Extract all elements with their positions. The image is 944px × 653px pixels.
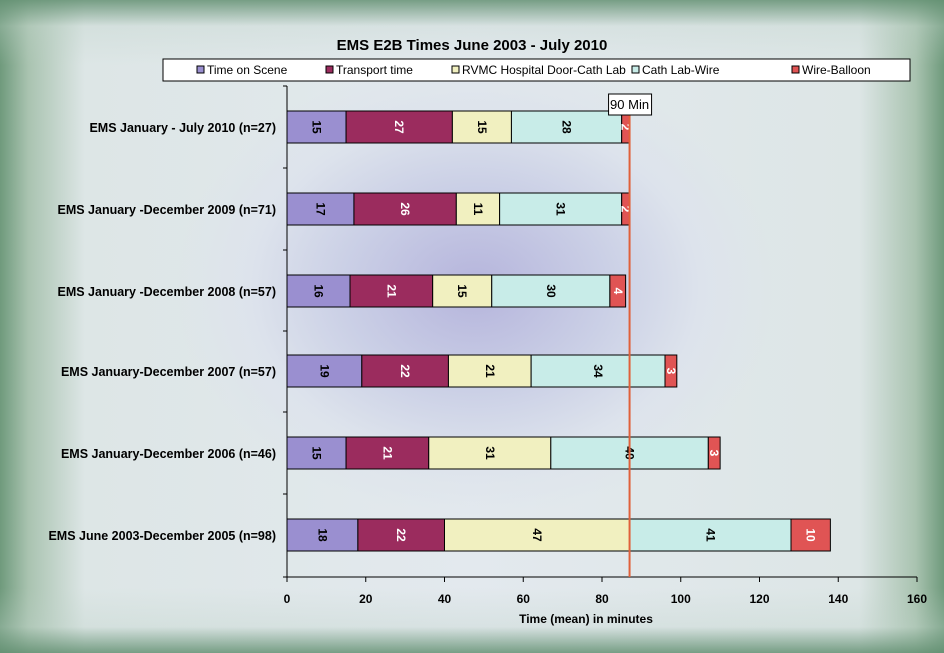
bar-segment-r2-4 xyxy=(499,192,623,226)
bar-segment-r3-4 xyxy=(491,274,611,308)
reference-line-label-box xyxy=(608,93,653,116)
data-label-r2-5: 2 xyxy=(619,206,633,213)
data-label-r1-3: 15 xyxy=(475,120,489,134)
legend-label-4: Cath Lab-Wire xyxy=(642,63,720,77)
data-label-r4-1: 19 xyxy=(317,364,331,378)
bar-segment-r4-3 xyxy=(447,354,532,388)
x-tick-label-8: 140 xyxy=(828,592,848,606)
data-label-r5-3: 31 xyxy=(483,446,497,460)
data-label-r2-3: 11 xyxy=(471,203,485,216)
bar-segment-r4-4 xyxy=(530,354,666,388)
bar-segment-r5-2 xyxy=(345,436,430,470)
x-axis-label: Time (mean) in minutes xyxy=(519,612,653,626)
data-label-r3-3: 15 xyxy=(455,284,469,298)
legend-swatch-4 xyxy=(631,65,640,74)
bar-segment-r6-1 xyxy=(286,518,359,552)
legend-swatch-1 xyxy=(196,65,205,74)
bar-segment-r5-1 xyxy=(286,436,347,470)
bar-segment-r1-4 xyxy=(510,110,623,144)
bar-segment-r5-5 xyxy=(707,436,721,470)
legend-swatch-2 xyxy=(325,65,334,74)
category-label-5: EMS January-December 2006 (n=46) xyxy=(61,447,276,461)
category-label-1: EMS January - July 2010 (n=27) xyxy=(89,121,276,135)
legend-swatch-5 xyxy=(791,65,800,74)
bar-segment-r2-2 xyxy=(353,192,457,226)
category-label-4: EMS January-December 2007 (n=57) xyxy=(61,365,276,379)
legend-box xyxy=(162,58,911,82)
data-label-r6-2: 22 xyxy=(394,528,408,542)
bar-segment-r3-2 xyxy=(349,274,434,308)
x-tick-label-7: 120 xyxy=(749,592,769,606)
bar-segment-r4-5 xyxy=(664,354,678,388)
data-label-r4-3: 21 xyxy=(483,364,497,378)
data-label-r3-2: 21 xyxy=(384,284,398,298)
data-label-r5-2: 21 xyxy=(380,446,394,460)
data-label-r2-4: 31 xyxy=(554,202,568,216)
bar-segment-r1-3 xyxy=(451,110,512,144)
x-tick-label-5: 80 xyxy=(595,592,609,606)
data-label-r6-4: 41 xyxy=(703,528,717,542)
data-label-r1-5: 2 xyxy=(619,124,633,131)
data-label-r2-1: 17 xyxy=(313,202,327,216)
bar-segment-r3-5 xyxy=(609,274,627,308)
bar-segment-r3-1 xyxy=(286,274,351,308)
data-label-r4-2: 22 xyxy=(398,364,412,378)
data-label-r4-5: 3 xyxy=(664,368,678,375)
bar-segment-r2-1 xyxy=(286,192,355,226)
bar-segment-r3-3 xyxy=(432,274,493,308)
x-tick-label-9: 160 xyxy=(907,592,927,606)
x-tick-label-3: 40 xyxy=(438,592,452,606)
data-label-r1-4: 28 xyxy=(560,120,574,134)
data-label-r3-1: 16 xyxy=(312,284,326,298)
bar-segment-r5-3 xyxy=(428,436,552,470)
x-tick-label-2: 20 xyxy=(359,592,373,606)
data-label-r5-5: 3 xyxy=(707,450,721,457)
legend-label-2: Transport time xyxy=(336,63,413,77)
legend-label-1: Time on Scene xyxy=(207,63,288,77)
x-tick-label-6: 100 xyxy=(671,592,691,606)
category-label-3: EMS January -December 2008 (n=57) xyxy=(57,285,276,299)
data-label-r1-2: 27 xyxy=(392,120,406,134)
bar-segment-r2-3 xyxy=(455,192,501,226)
bar-segment-r6-4 xyxy=(629,518,792,552)
legend-label-3: RVMC Hospital Door-Cath Lab xyxy=(462,63,626,77)
reference-line-label: 90 Min xyxy=(610,97,649,112)
data-label-r6-1: 18 xyxy=(315,528,329,542)
category-label-6: EMS June 2003-December 2005 (n=98) xyxy=(48,529,276,543)
data-label-r3-4: 30 xyxy=(544,284,558,298)
bar-segment-r4-1 xyxy=(286,354,363,388)
data-label-r1-1: 15 xyxy=(310,120,324,134)
chart-title: EMS E2B Times June 2003 - July 2010 xyxy=(337,37,608,54)
data-label-r4-4: 34 xyxy=(591,364,605,378)
data-label-r3-5: 4 xyxy=(611,288,625,295)
data-label-r6-3: 47 xyxy=(530,528,544,542)
bar-segment-r4-2 xyxy=(361,354,449,388)
data-label-r6-5: 10 xyxy=(804,528,818,542)
bar-segment-r6-5 xyxy=(790,518,831,552)
data-label-r2-2: 26 xyxy=(398,202,412,216)
legend-swatch-3 xyxy=(451,65,460,74)
category-label-2: EMS January -December 2009 (n=71) xyxy=(57,203,276,217)
x-tick-label-1: 0 xyxy=(284,592,291,606)
data-label-r5-1: 15 xyxy=(310,446,324,460)
bar-segment-r6-2 xyxy=(357,518,445,552)
x-tick-label-4: 60 xyxy=(517,592,531,606)
legend-label-5: Wire-Balloon xyxy=(802,63,871,77)
